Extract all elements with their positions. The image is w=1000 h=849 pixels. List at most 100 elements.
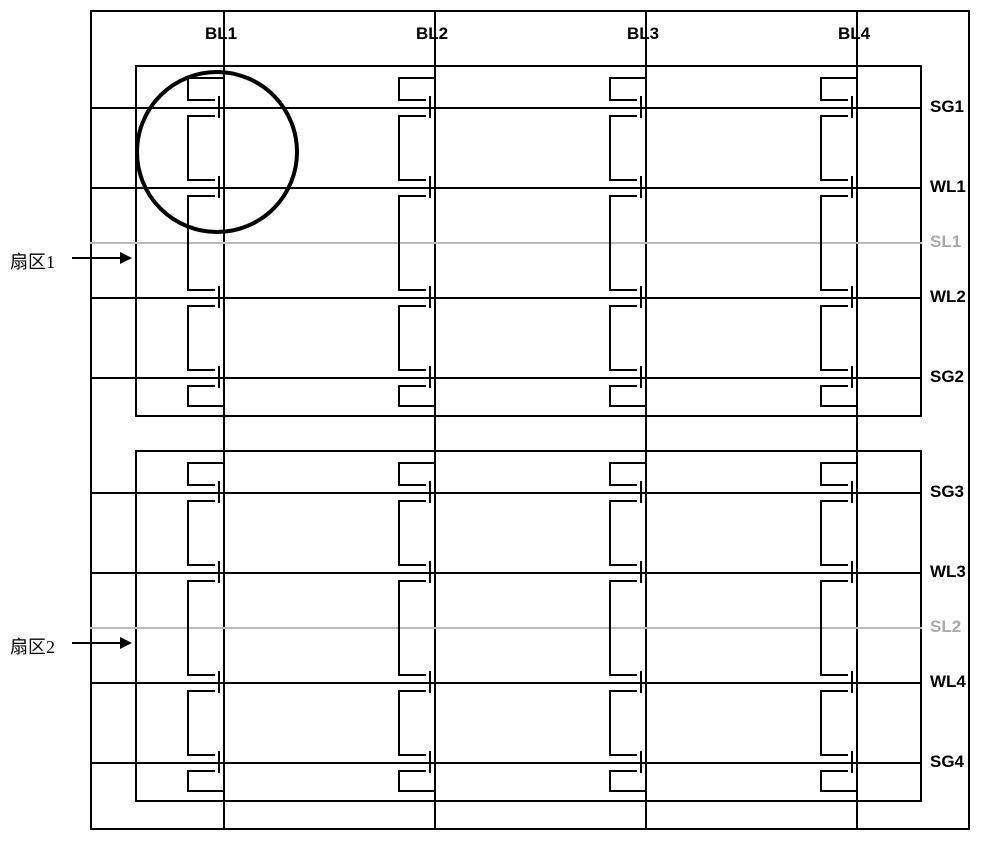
wl-gate-tick [429, 176, 431, 198]
cell-v [820, 627, 822, 674]
cell-top-link [398, 77, 436, 79]
cell-v [187, 627, 189, 674]
sg-gate-tick [851, 96, 853, 118]
t [398, 690, 426, 692]
t [398, 500, 426, 502]
cell-v [609, 462, 611, 484]
cell-v [187, 305, 189, 369]
t [820, 385, 848, 387]
t [398, 369, 426, 371]
sg-gate-tick [218, 481, 220, 503]
t [820, 99, 848, 101]
bl-label: BL3 [627, 24, 659, 44]
t [187, 674, 215, 676]
wl-gate-tick2 [856, 176, 858, 198]
wl-gate-tick2 [856, 561, 858, 583]
t [820, 674, 848, 676]
sg-gate-tick [640, 366, 642, 388]
t [609, 195, 637, 197]
t [609, 385, 637, 387]
cell-v [187, 770, 189, 790]
cell-v [609, 500, 611, 564]
sector2-frame [135, 450, 922, 802]
cell-v [398, 580, 400, 627]
wl-gate-tick [429, 286, 431, 308]
wl-gate-tick2 [434, 286, 436, 308]
t [187, 580, 215, 582]
t [609, 690, 637, 692]
cell-top-link [398, 462, 436, 464]
t [609, 369, 637, 371]
cell-bot-link [820, 790, 858, 792]
t [820, 580, 848, 582]
t [398, 564, 426, 566]
wl-gate-tick2 [645, 176, 647, 198]
sector1-arrow-head [120, 252, 132, 264]
wl-gate-tick2 [434, 176, 436, 198]
wl-gate-tick [640, 561, 642, 583]
cell-v [820, 500, 822, 564]
t [187, 305, 215, 307]
t [609, 754, 637, 756]
cell-v [398, 385, 400, 405]
cell-v [187, 242, 189, 289]
wl-gate-tick2 [645, 286, 647, 308]
t [398, 484, 426, 486]
t [609, 564, 637, 566]
cell-v [187, 500, 189, 564]
sector2-arrow [72, 642, 120, 644]
cell-top-link [187, 462, 225, 464]
cell-bot-link [187, 790, 225, 792]
bl-label: BL4 [838, 24, 870, 44]
cell-v [609, 690, 611, 754]
cell-v [609, 195, 611, 242]
cell-v [609, 385, 611, 405]
cell-v [609, 770, 611, 790]
t [398, 179, 426, 181]
cell-v [820, 770, 822, 790]
wl-gate-tick [640, 176, 642, 198]
t [609, 305, 637, 307]
cell-top-link [609, 462, 647, 464]
t [820, 115, 848, 117]
cell-v [820, 462, 822, 484]
t [820, 195, 848, 197]
cell-v [609, 77, 611, 99]
t [609, 580, 637, 582]
cell-v [187, 462, 189, 484]
t [398, 770, 426, 772]
wl-gate-tick [429, 671, 431, 693]
sector2-side-label: 扇区2 [10, 633, 55, 659]
t [609, 770, 637, 772]
cell-v [609, 580, 611, 627]
t [398, 580, 426, 582]
cell-bot-link [820, 405, 858, 407]
line-label-wl3: WL3 [930, 562, 966, 582]
sg-gate-tick [429, 751, 431, 773]
t [820, 369, 848, 371]
t [609, 500, 637, 502]
t [820, 690, 848, 692]
cell-v [398, 690, 400, 754]
t [609, 115, 637, 117]
t [609, 179, 637, 181]
line-label-sg4: SG4 [930, 752, 964, 772]
cell-v [609, 305, 611, 369]
wl-gate-tick [640, 671, 642, 693]
cell-top-link [820, 77, 858, 79]
cell-v [820, 580, 822, 627]
cell-v [398, 77, 400, 99]
cell-v [187, 385, 189, 405]
wl-gate-tick2 [645, 561, 647, 583]
cell-v [609, 115, 611, 179]
line-label-sg1: SG1 [930, 97, 964, 117]
line-label-wl4: WL4 [930, 672, 966, 692]
cell-v [398, 500, 400, 564]
sg-gate-tick [429, 481, 431, 503]
t [609, 289, 637, 291]
wl-gate-tick2 [856, 286, 858, 308]
wl-gate-tick [429, 561, 431, 583]
t [398, 115, 426, 117]
wl-gate-tick2 [223, 671, 225, 693]
t [820, 305, 848, 307]
